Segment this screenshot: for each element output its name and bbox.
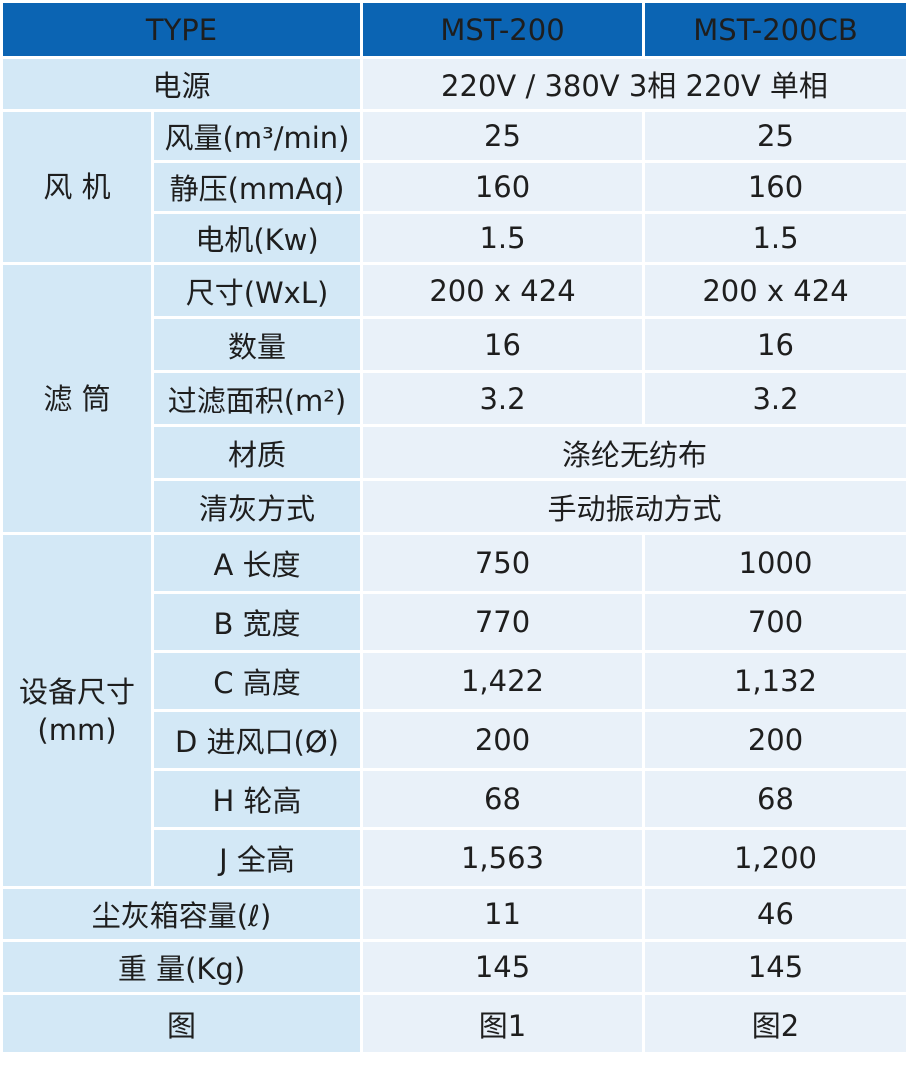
dim-wheel-label: H 轮高 <box>154 771 360 827</box>
dim-wheel-v1: 68 <box>363 771 642 827</box>
filter-count-v1: 16 <box>363 319 642 370</box>
model-header-2: MST-200CB <box>645 3 906 56</box>
fan-airflow-label: 风量(m³/min) <box>154 112 360 160</box>
table-row: 重 量(Kg) 145 145 <box>3 942 906 992</box>
power-value: 220V / 380V 3相 220V 单相 <box>363 59 906 109</box>
weight-v1: 145 <box>363 942 642 992</box>
fan-pressure-v1: 160 <box>363 163 642 211</box>
dimensions-group-unit: (mm) <box>37 712 117 747</box>
filter-area-label: 过滤面积(m²) <box>154 373 360 424</box>
filter-group-label: 滤 筒 <box>3 265 151 532</box>
dim-width-label: B 宽度 <box>154 594 360 650</box>
dim-length-label: A 长度 <box>154 535 360 591</box>
filter-count-v2: 16 <box>645 319 906 370</box>
filter-material-label: 材质 <box>154 427 360 478</box>
fan-motor-v2: 1.5 <box>645 214 906 262</box>
table-row: 清灰方式 手动振动方式 <box>3 481 906 532</box>
filter-count-label: 数量 <box>154 319 360 370</box>
dimensions-group-title: 设备尺寸 <box>18 674 135 709</box>
fan-pressure-label: 静压(mmAq) <box>154 163 360 211</box>
fan-motor-v1: 1.5 <box>363 214 642 262</box>
filter-cleaning-value: 手动振动方式 <box>363 481 906 532</box>
dim-height-v2: 1,132 <box>645 653 906 709</box>
dust-bin-v2: 46 <box>645 889 906 939</box>
dim-total-v1: 1,563 <box>363 830 642 886</box>
weight-label: 重 量(Kg) <box>3 942 360 992</box>
dim-length-v2: 1000 <box>645 535 906 591</box>
dim-total-label: J 全高 <box>154 830 360 886</box>
power-row: 电源 220V / 380V 3相 220V 单相 <box>3 59 906 109</box>
figure-v2: 图2 <box>645 995 906 1052</box>
type-header: TYPE <box>3 3 360 56</box>
fan-airflow-v1: 25 <box>363 112 642 160</box>
filter-area-v1: 3.2 <box>363 373 642 424</box>
table-row: D 进风口(Ø) 200 200 <box>3 712 906 768</box>
table-row: 过滤面积(m²) 3.2 3.2 <box>3 373 906 424</box>
table-row: H 轮高 68 68 <box>3 771 906 827</box>
filter-area-v2: 3.2 <box>645 373 906 424</box>
dim-inlet-label: D 进风口(Ø) <box>154 712 360 768</box>
table-row: 电机(Kw) 1.5 1.5 <box>3 214 906 262</box>
dim-width-v1: 770 <box>363 594 642 650</box>
filter-cleaning-label: 清灰方式 <box>154 481 360 532</box>
table-row: 风 机 风量(m³/min) 25 25 <box>3 112 906 262</box>
filter-size-v2: 200 x 424 <box>645 265 906 316</box>
dim-height-v1: 1,422 <box>363 653 642 709</box>
filter-size-label: 尺寸(WxL) <box>154 265 360 316</box>
figure-v1: 图1 <box>363 995 642 1052</box>
dimensions-group-label: 设备尺寸 (mm) <box>3 535 151 886</box>
weight-v2: 145 <box>645 942 906 992</box>
dim-length-v1: 750 <box>363 535 642 591</box>
figure-label: 图 <box>3 995 360 1052</box>
table-row: 设备尺寸 (mm) A 长度 750 1000 <box>3 535 906 886</box>
table-row: 图 图1 图2 <box>3 995 906 1052</box>
fan-group-label: 风 机 <box>3 112 151 262</box>
table-row: 数量 16 16 <box>3 319 906 370</box>
filter-size-v1: 200 x 424 <box>363 265 642 316</box>
fan-pressure-v2: 160 <box>645 163 906 211</box>
table-row: J 全高 1,563 1,200 <box>3 830 906 886</box>
table-row: 滤 筒 尺寸(WxL) 200 x 424 200 x 424 <box>3 265 906 532</box>
header-row: TYPE MST-200 MST-200CB <box>3 3 906 56</box>
table-row: C 高度 1,422 1,132 <box>3 653 906 709</box>
table-row: 静压(mmAq) 160 160 <box>3 163 906 211</box>
model-header-1: MST-200 <box>363 3 642 56</box>
dim-inlet-v2: 200 <box>645 712 906 768</box>
table-row: 尘灰箱容量(ℓ) 11 46 <box>3 889 906 939</box>
power-label: 电源 <box>3 59 360 109</box>
dust-bin-label: 尘灰箱容量(ℓ) <box>3 889 360 939</box>
dust-bin-v1: 11 <box>363 889 642 939</box>
dim-inlet-v1: 200 <box>363 712 642 768</box>
filter-material-value: 涤纶无纺布 <box>363 427 906 478</box>
dim-height-label: C 高度 <box>154 653 360 709</box>
fan-motor-label: 电机(Kw) <box>154 214 360 262</box>
spec-table: TYPE MST-200 MST-200CB 电源 220V / 380V 3相… <box>3 3 906 1052</box>
fan-airflow-v2: 25 <box>645 112 906 160</box>
table-row: B 宽度 770 700 <box>3 594 906 650</box>
dim-wheel-v2: 68 <box>645 771 906 827</box>
table-row: 材质 涤纶无纺布 <box>3 427 906 478</box>
dim-total-v2: 1,200 <box>645 830 906 886</box>
dim-width-v2: 700 <box>645 594 906 650</box>
